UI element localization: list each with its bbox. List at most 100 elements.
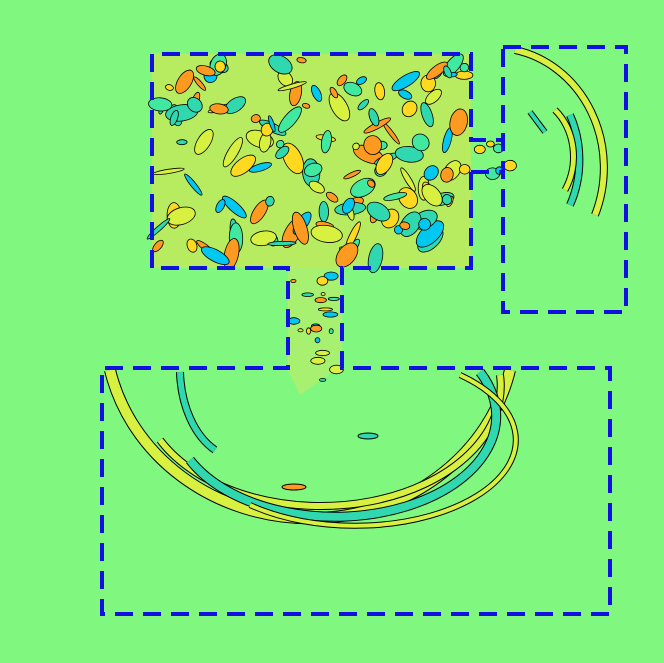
- contour-blob: [398, 89, 413, 100]
- contour-blob: [265, 195, 275, 207]
- right-wavefronts: [514, 46, 608, 217]
- contour-blob: [175, 69, 195, 94]
- contour-blob: [277, 81, 307, 92]
- contour-blob: [169, 109, 179, 126]
- contour-blob: [186, 238, 198, 253]
- contour-blob: [194, 129, 214, 155]
- contour-blobs: [146, 53, 517, 382]
- contour-blob: [440, 167, 454, 183]
- contour-blob: [454, 70, 474, 80]
- contour-blob: [374, 82, 386, 101]
- contour-blob: [400, 167, 416, 192]
- contour-blob: [281, 483, 307, 491]
- contour-blob: [230, 154, 256, 177]
- contour-blob: [248, 162, 272, 173]
- contour-blob: [319, 377, 327, 382]
- contour-blob: [411, 133, 430, 152]
- contour-blob: [425, 88, 442, 105]
- contour-blob: [290, 278, 297, 283]
- contour-blob: [186, 97, 203, 113]
- contour-blob: [250, 230, 277, 247]
- contour-blob: [459, 164, 471, 175]
- contour-blob: [291, 211, 309, 245]
- contour-blob: [441, 194, 453, 206]
- lower-wavefronts: [104, 368, 519, 529]
- contour-blob: [328, 328, 334, 335]
- contour-blob: [459, 62, 470, 73]
- contour-blob: [325, 191, 339, 203]
- contour-blob: [193, 76, 207, 91]
- contour-blob: [486, 140, 495, 148]
- contour-blob: [222, 195, 247, 219]
- contour-blob: [214, 60, 226, 73]
- contour-blob: [320, 292, 326, 297]
- wavefront: [514, 47, 607, 217]
- contour-blob: [268, 54, 293, 75]
- contour-blob: [148, 97, 173, 112]
- contour-blob: [401, 100, 418, 118]
- contour-blob: [323, 271, 339, 281]
- contour-blob: [336, 74, 348, 87]
- contour-blob: [329, 364, 344, 375]
- contour-blob: [304, 162, 323, 177]
- contour-blob: [310, 324, 323, 333]
- contour-blob: [357, 432, 379, 440]
- wavefront: [567, 113, 583, 207]
- contour-blob: [329, 86, 339, 99]
- wavefront: [553, 108, 576, 192]
- contour-blob: [297, 328, 304, 333]
- wavefront: [177, 371, 217, 453]
- contour-blob: [343, 169, 361, 180]
- contour-blob: [399, 221, 411, 230]
- contour-blob: [318, 201, 329, 223]
- domain-boundary: [100, 52, 612, 616]
- contour-blob: [310, 356, 326, 365]
- wavefront: [186, 369, 501, 521]
- contour-blob: [426, 61, 448, 80]
- contour-blob: [343, 81, 363, 97]
- contour-blob: [296, 57, 307, 64]
- side-room-boundary: [501, 45, 628, 314]
- contour-blob: [383, 192, 408, 201]
- contour-blob: [443, 65, 452, 79]
- contour-blob: [222, 137, 244, 168]
- contour-blob: [215, 199, 226, 213]
- contour-blob: [301, 102, 311, 109]
- wavefront: [528, 110, 547, 134]
- contour-blob: [320, 130, 332, 154]
- contour-blob: [315, 349, 331, 357]
- contour-blob: [209, 103, 229, 115]
- contour-blob: [314, 297, 327, 304]
- contour-blob: [366, 201, 391, 222]
- contour-blob: [176, 139, 188, 146]
- contour-blob: [367, 243, 384, 274]
- contour-blob: [268, 115, 276, 133]
- contour-blob: [335, 242, 359, 268]
- contour-blob: [316, 276, 329, 286]
- contour-blob: [314, 337, 321, 344]
- contour-blob: [195, 65, 216, 77]
- contour-blob: [375, 153, 394, 175]
- contour-blob: [399, 211, 422, 237]
- contour-blob: [420, 102, 434, 128]
- contour-blob: [503, 159, 517, 172]
- contour-blob: [278, 106, 302, 133]
- contour-blob: [317, 307, 333, 312]
- contour-blob: [423, 165, 439, 181]
- contour-blob: [275, 145, 290, 159]
- contour-blob: [322, 311, 339, 318]
- contour-blob: [363, 135, 383, 155]
- contour-blob: [164, 84, 174, 91]
- contour-blob: [250, 114, 261, 124]
- contour-blob: [357, 99, 370, 111]
- contour-blob: [356, 76, 367, 85]
- contour-blob: [327, 296, 340, 301]
- contour-blob: [449, 108, 468, 136]
- contour-blob: [342, 197, 355, 214]
- contour-blob: [391, 71, 420, 92]
- contour-blob: [311, 84, 323, 102]
- contour-blob: [368, 108, 380, 127]
- contour-blob: [301, 292, 314, 297]
- contour-blob: [352, 142, 360, 151]
